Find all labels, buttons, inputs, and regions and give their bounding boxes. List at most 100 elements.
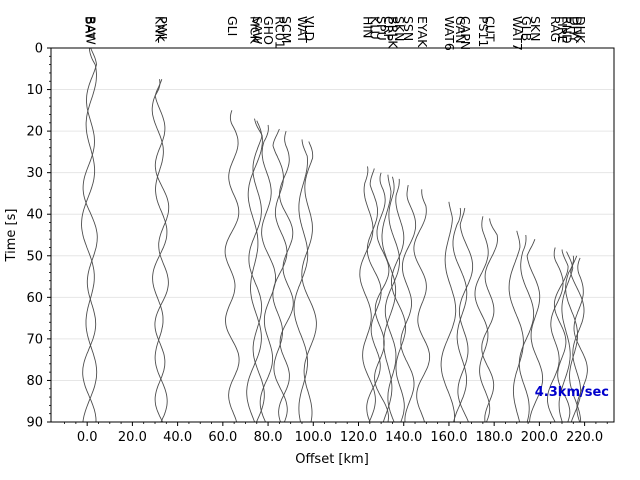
station-label-gho: GHO (261, 16, 276, 45)
station-label-knk: KNK (153, 16, 168, 43)
trace-eyak (413, 189, 431, 423)
station-label-bat: BAT (82, 16, 97, 40)
trace-cut (481, 218, 498, 423)
trace-hin (359, 166, 376, 423)
trace-mck (246, 118, 263, 423)
y-tick-label-2: 20 (26, 125, 43, 140)
y-tick-label-5: 50 (26, 249, 43, 264)
x-axis-ticks: 0.0 20.0 40.0 60.0 80.0 100.0 120.0 140.0 160.0 1… (64, 422, 608, 445)
x-tick-label-2: 40.0 (163, 430, 192, 445)
station-label-wat6: WAT6 (442, 16, 457, 51)
y-tick-label-8: 80 (26, 374, 43, 389)
station-label-cut: CUT (483, 16, 498, 42)
x-tick-label-0: 0.0 (77, 430, 98, 445)
y-axis-ticks: 0 10 20 30 40 50 60 70 80 90 (26, 42, 51, 431)
station-label-skn: SKN (528, 16, 543, 41)
trace-gli (224, 110, 240, 423)
station-label-rnd: RND (560, 16, 575, 44)
station-label-skn: SKN (392, 16, 407, 41)
y-tick-label-1: 10 (26, 83, 43, 98)
plot-frame (50, 47, 615, 423)
x-tick-label-1: 20.0 (118, 430, 147, 445)
trace-wat7 (508, 230, 524, 423)
station-label-rag: RAG (548, 16, 563, 42)
trace-gan (452, 207, 468, 423)
x-tick-label-5: 100.0 (295, 430, 332, 445)
trace-dhk (573, 257, 588, 423)
trace-fire (553, 249, 571, 423)
seismic-traces (81, 47, 588, 423)
x-tick-label-6: 120.0 (340, 430, 377, 445)
y-tick-label-4: 40 (26, 208, 43, 223)
station-label-ssn: SSN (401, 16, 416, 41)
y-gridlines (51, 47, 614, 423)
station-label-wat: WAT (295, 16, 310, 43)
station-label-fire: FIRE (555, 16, 570, 44)
trace-wat6 (440, 201, 457, 423)
x-tick-label-9: 180.0 (476, 430, 513, 445)
station-label-capn: CAPN (458, 16, 473, 50)
station-label-dhk: DHK (573, 16, 588, 44)
trace-wat (293, 139, 309, 423)
trace-brlk (384, 176, 400, 423)
x-tick-label-7: 140.0 (385, 430, 422, 445)
trace-ssn (400, 185, 417, 423)
station-label-gli: GLI (225, 16, 240, 36)
trace-ps11 (474, 216, 491, 423)
trace-vld (301, 141, 317, 423)
station-label-mck: MCK (247, 16, 262, 45)
trace-dhy (565, 255, 582, 423)
x-tick-label-8: 160.0 (430, 430, 467, 445)
trace-knk (151, 79, 168, 423)
y-tick-label-7: 70 (26, 332, 43, 347)
y-tick-label-6: 60 (26, 291, 43, 306)
y-tick-label-0: 0 (35, 42, 43, 57)
station-label-dhy: DHY (566, 16, 581, 43)
station-label-saw: SAW (250, 16, 265, 44)
trace-pwl (154, 79, 170, 423)
station-label-rc01: RC01 (272, 16, 287, 49)
station-label-spu: SPU (374, 16, 389, 41)
station-label-div: DIV (570, 16, 585, 38)
trace-skn (526, 239, 544, 423)
trace-spu (374, 172, 390, 423)
station-label-vld: VLD (302, 16, 317, 41)
trace-div (570, 255, 585, 423)
station-label-crp: CRP (381, 16, 396, 41)
station-label-wat7: WAT7 (510, 16, 525, 51)
trace-gho (259, 124, 276, 423)
station-label-klu: KLU (367, 16, 382, 40)
trace-rc01 (272, 128, 288, 423)
trace-skn (391, 178, 407, 423)
station-label-scm: SCM (279, 16, 294, 43)
y-tick-label-3: 30 (26, 166, 43, 181)
trace-klu (366, 168, 382, 423)
station-label-pwl: PWL (155, 16, 170, 43)
x-tick-label-3: 60.0 (208, 430, 237, 445)
station-label-baw: BAW (84, 16, 99, 45)
trace-rag (547, 247, 564, 423)
x-tick-label-10: 200.0 (521, 430, 558, 445)
trace-glb (518, 234, 535, 423)
x-tick-label-4: 80.0 (254, 430, 283, 445)
station-label-eyak: EYAK (415, 16, 430, 48)
x-tick-label-11: 220.0 (566, 430, 603, 445)
trace-crp (381, 174, 397, 423)
y-tick-label-9: 90 (26, 416, 43, 431)
trace-capn (457, 207, 474, 423)
station-label-gan: GAN (453, 16, 468, 44)
station-label-glb: GLB (519, 16, 534, 41)
trace-bat (81, 47, 98, 423)
station-label-brlk: BRLK (385, 16, 400, 49)
trace-rnd (558, 251, 574, 423)
trace-saw (248, 120, 265, 423)
velocity-annotation: 4.3km/sec (535, 385, 609, 400)
x-axis-label: Offset [km] (295, 452, 369, 467)
y-axis-label: Time [s] (4, 209, 19, 263)
station-label-hin: HIN (361, 16, 376, 38)
trace-baw (82, 47, 98, 422)
station-label-ps11: PS11 (476, 16, 491, 47)
trace-scm (278, 130, 294, 423)
